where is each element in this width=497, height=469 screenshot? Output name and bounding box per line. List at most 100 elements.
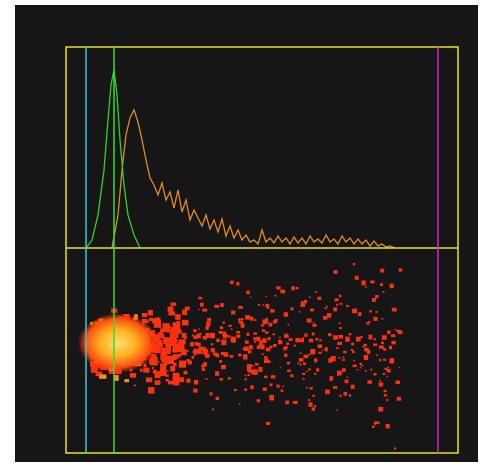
dot	[177, 329, 181, 333]
dot	[254, 372, 256, 374]
dot	[326, 306, 328, 307]
dot	[272, 334, 275, 336]
dot	[262, 305, 264, 306]
dot	[386, 376, 388, 377]
dot	[399, 268, 403, 271]
dot	[259, 343, 262, 346]
dot	[256, 337, 260, 342]
dot	[170, 366, 175, 372]
dot	[167, 370, 169, 371]
dot	[316, 368, 319, 371]
dot	[299, 358, 304, 362]
dot	[222, 322, 225, 324]
dot	[239, 404, 241, 405]
dot	[254, 319, 256, 321]
dot	[264, 356, 267, 358]
dot	[340, 303, 343, 305]
dot	[269, 384, 272, 387]
dot	[309, 402, 313, 406]
dot	[249, 364, 252, 367]
dot	[173, 326, 176, 328]
dot	[336, 304, 338, 306]
dot	[286, 343, 289, 345]
dot	[163, 338, 169, 343]
dot	[258, 304, 260, 306]
dot	[273, 344, 276, 347]
dot	[173, 330, 175, 332]
dot	[334, 270, 338, 274]
dot	[372, 298, 376, 302]
dot	[231, 311, 235, 315]
dot	[328, 333, 331, 336]
dot	[241, 318, 244, 320]
dot	[397, 397, 401, 401]
dot	[376, 354, 378, 355]
dot	[190, 342, 195, 346]
dot	[206, 326, 209, 330]
dot	[342, 368, 346, 372]
dot	[143, 368, 149, 373]
dot	[340, 395, 342, 397]
dot	[230, 355, 234, 358]
dot	[245, 375, 247, 376]
dot	[395, 329, 397, 330]
dot	[257, 345, 260, 349]
dot	[244, 388, 247, 390]
dot	[186, 379, 190, 383]
dot	[383, 359, 386, 361]
dot	[351, 349, 353, 351]
dot	[328, 358, 332, 363]
dot	[379, 382, 384, 386]
dot	[207, 318, 211, 321]
dot	[187, 350, 189, 352]
dot	[327, 313, 332, 318]
dot	[289, 338, 293, 341]
dot	[297, 362, 299, 364]
dot	[148, 310, 153, 316]
dot	[199, 333, 202, 335]
dot	[206, 321, 210, 326]
dot	[239, 321, 243, 324]
dot	[310, 387, 313, 390]
dot	[390, 284, 394, 289]
dot	[231, 337, 235, 340]
dot	[246, 291, 250, 294]
dot	[263, 388, 267, 391]
dot	[234, 389, 237, 391]
dot	[228, 377, 231, 379]
dot	[250, 385, 253, 389]
dot	[343, 351, 346, 353]
dot	[192, 356, 195, 359]
dot	[396, 381, 401, 385]
dot	[337, 342, 342, 345]
dot	[253, 337, 256, 340]
dot	[333, 307, 337, 311]
dot	[168, 311, 175, 315]
dot	[398, 330, 403, 334]
dot	[346, 305, 349, 307]
dot	[215, 371, 219, 376]
dot	[271, 375, 275, 378]
dot	[313, 322, 315, 324]
dot	[394, 447, 396, 449]
dot	[293, 401, 298, 404]
dot	[342, 359, 345, 361]
panel	[15, 5, 478, 462]
dot	[373, 317, 377, 321]
dot	[283, 347, 287, 351]
dot	[236, 282, 239, 285]
dot	[219, 360, 222, 363]
dot	[351, 343, 354, 346]
dot	[383, 373, 386, 375]
dot	[282, 386, 284, 387]
dot	[252, 365, 254, 367]
dot	[387, 367, 389, 369]
dot	[255, 363, 259, 365]
dot	[295, 338, 299, 342]
dot	[356, 337, 361, 342]
dot	[124, 379, 129, 382]
dot	[265, 296, 267, 297]
dot	[374, 338, 376, 340]
dot	[248, 350, 251, 353]
